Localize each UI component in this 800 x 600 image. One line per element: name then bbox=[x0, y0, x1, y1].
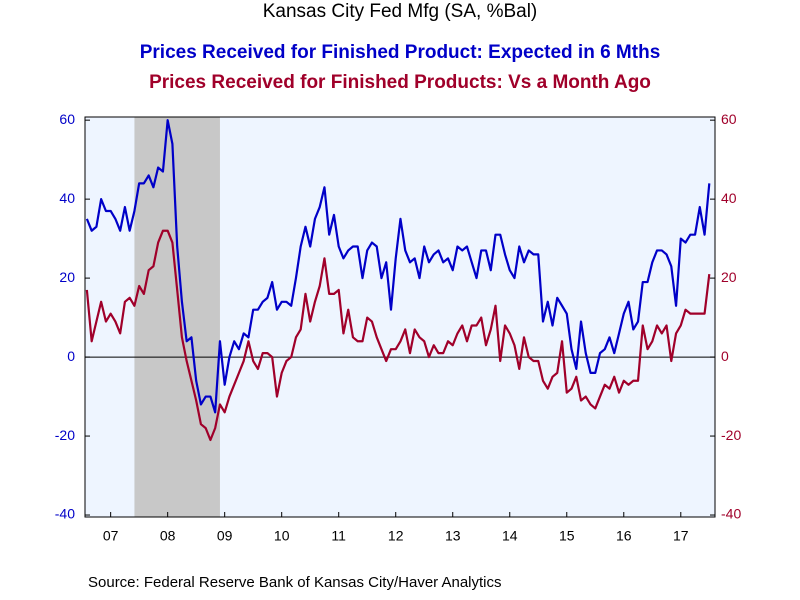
x-tick-label: 17 bbox=[673, 528, 689, 544]
y-tick-label: -20 bbox=[55, 427, 75, 443]
y2-tick-label: 20 bbox=[721, 269, 737, 285]
y2-tick-label: 0 bbox=[721, 348, 729, 364]
y-tick-label: -40 bbox=[55, 506, 75, 522]
y-tick-label: 0 bbox=[67, 348, 75, 364]
legend-entry: Prices Received for Finished Products: V… bbox=[149, 72, 651, 93]
x-tick-label: 15 bbox=[559, 528, 575, 544]
y-tick-label: 40 bbox=[59, 190, 75, 206]
y2-tick-label: -40 bbox=[721, 506, 741, 522]
x-tick-label: 12 bbox=[388, 528, 404, 544]
y2-tick-label: 60 bbox=[721, 111, 737, 127]
series-line bbox=[85, 119, 711, 414]
source: Source: Federal Reserve Bank of Kansas C… bbox=[88, 574, 502, 591]
y-tick-label: 60 bbox=[59, 111, 75, 127]
x-tick-label: 13 bbox=[445, 528, 461, 544]
x-tick-label: 14 bbox=[502, 528, 518, 544]
x-tick-label: 09 bbox=[217, 528, 233, 544]
recession-shade bbox=[134, 117, 220, 517]
chart-title: Kansas City Fed Mfg (SA, %Bal) bbox=[263, 1, 538, 22]
y2-tick-label: -20 bbox=[721, 427, 741, 443]
y2-tick-label: 40 bbox=[721, 190, 737, 206]
x-tick-label: 10 bbox=[274, 528, 290, 544]
plot-border bbox=[84, 116, 716, 518]
x-tick-label: 11 bbox=[331, 528, 346, 544]
x-tick-label: 08 bbox=[160, 528, 176, 544]
x-tick-label: 07 bbox=[103, 528, 119, 544]
series-line bbox=[85, 229, 711, 442]
legend-entry: Prices Received for Finished Product: Ex… bbox=[140, 42, 661, 63]
x-tick-label: 16 bbox=[616, 528, 632, 544]
y-tick-label: 20 bbox=[59, 269, 75, 285]
